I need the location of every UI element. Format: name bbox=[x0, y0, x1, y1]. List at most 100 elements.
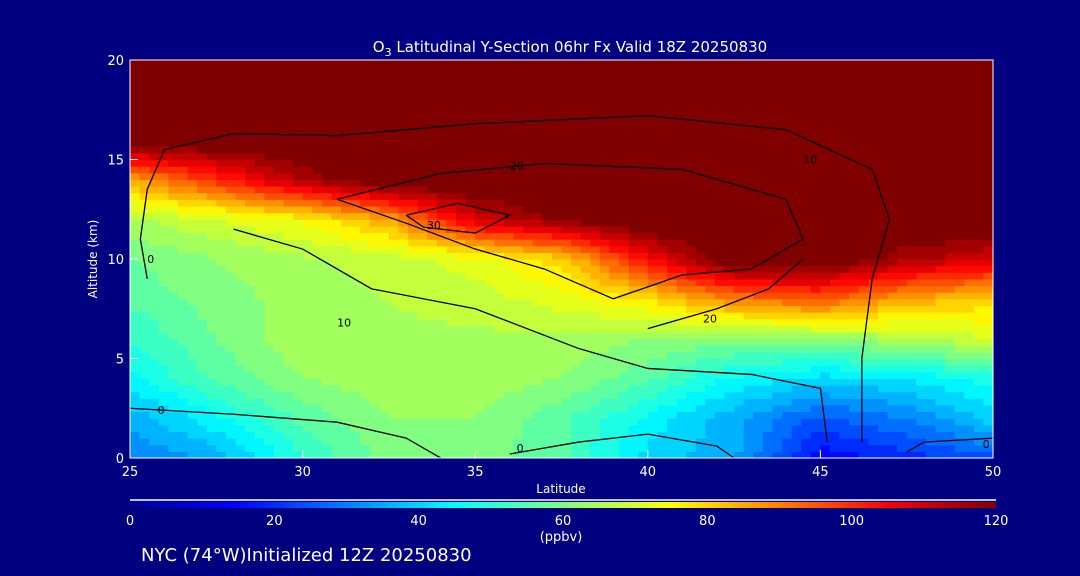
heatmap-cell bbox=[829, 172, 841, 180]
heatmap-cell bbox=[676, 225, 687, 234]
heatmap-cell bbox=[925, 179, 937, 187]
heatmap-cell bbox=[609, 312, 620, 320]
heatmap-cell bbox=[293, 398, 304, 406]
heatmap-cell bbox=[398, 418, 409, 426]
heatmap-cell bbox=[925, 418, 937, 426]
heatmap-cell bbox=[762, 199, 774, 207]
heatmap-cell bbox=[254, 159, 265, 167]
heatmap-cell bbox=[130, 312, 141, 320]
heatmap-cell bbox=[216, 126, 227, 134]
heatmap-cell bbox=[647, 166, 658, 174]
heatmap-cell bbox=[532, 371, 543, 379]
heatmap-cell bbox=[360, 391, 371, 399]
heatmap-cell bbox=[877, 358, 889, 366]
heatmap-cell bbox=[839, 298, 850, 307]
heatmap-cell bbox=[417, 119, 428, 127]
heatmap-cell bbox=[897, 265, 908, 273]
heatmap-cell bbox=[906, 225, 917, 234]
heatmap-cell bbox=[494, 113, 505, 121]
heatmap-cell bbox=[503, 444, 515, 452]
heatmap-cell bbox=[676, 179, 687, 187]
heatmap-cell bbox=[149, 132, 160, 141]
heatmap-cell bbox=[197, 152, 208, 161]
heatmap-cell bbox=[647, 351, 658, 360]
heatmap-cell bbox=[561, 126, 572, 134]
heatmap-cell bbox=[916, 451, 927, 458]
heatmap-cell bbox=[973, 212, 985, 220]
heatmap-cell bbox=[446, 312, 457, 320]
heatmap-cell bbox=[206, 245, 217, 253]
heatmap-cell bbox=[302, 305, 313, 313]
heatmap-cell bbox=[897, 351, 908, 360]
heatmap-cell bbox=[714, 431, 726, 439]
heatmap-cell bbox=[666, 132, 678, 141]
heatmap-cell bbox=[523, 318, 534, 326]
heatmap-cell bbox=[839, 358, 850, 366]
heatmap-cell bbox=[254, 139, 265, 147]
heatmap-cell bbox=[782, 411, 793, 419]
heatmap-cell bbox=[369, 225, 380, 234]
heatmap-cell bbox=[954, 385, 965, 393]
heatmap-cell bbox=[235, 219, 246, 227]
heatmap-cell bbox=[782, 338, 793, 346]
heatmap-cell bbox=[580, 398, 591, 406]
heatmap-cell bbox=[139, 245, 150, 253]
heatmap-cell bbox=[130, 345, 141, 353]
heatmap-cell bbox=[714, 126, 726, 134]
heatmap-cell bbox=[302, 93, 313, 101]
heatmap-cell bbox=[705, 126, 716, 134]
heatmap-cell bbox=[609, 225, 620, 234]
heatmap-cell bbox=[561, 99, 572, 108]
heatmap-cell bbox=[714, 345, 726, 353]
heatmap-cell bbox=[360, 139, 371, 147]
heatmap-cell bbox=[273, 338, 285, 346]
heatmap-cell bbox=[503, 106, 515, 114]
heatmap-cell bbox=[360, 318, 371, 326]
heatmap-cell bbox=[417, 166, 428, 174]
heatmap-cell bbox=[465, 152, 476, 161]
heatmap-cell bbox=[149, 438, 160, 446]
heatmap-cell bbox=[877, 245, 889, 253]
heatmap-cell bbox=[753, 152, 764, 161]
heatmap-cell bbox=[149, 385, 160, 393]
heatmap-cell bbox=[782, 113, 793, 121]
heatmap-cell bbox=[139, 172, 150, 180]
heatmap-cell bbox=[561, 338, 572, 346]
heatmap-cell bbox=[379, 179, 390, 187]
heatmap-cell bbox=[820, 166, 831, 174]
heatmap-cell bbox=[187, 199, 198, 207]
heatmap-cell bbox=[714, 139, 726, 147]
heatmap-cell bbox=[379, 199, 390, 207]
heatmap-cell bbox=[676, 365, 687, 373]
heatmap-cell bbox=[513, 305, 524, 313]
heatmap-cell bbox=[245, 139, 256, 147]
heatmap-cell bbox=[734, 139, 745, 147]
heatmap-cell bbox=[945, 385, 956, 393]
heatmap-cell bbox=[839, 146, 850, 154]
heatmap-cell bbox=[849, 139, 860, 147]
heatmap-cell bbox=[130, 86, 141, 94]
heatmap-cell bbox=[868, 312, 879, 320]
heatmap-cell bbox=[695, 172, 706, 180]
heatmap-cell bbox=[839, 438, 850, 446]
heatmap-cell bbox=[695, 305, 706, 313]
heatmap-cell bbox=[408, 371, 419, 379]
heatmap-cell bbox=[551, 146, 563, 154]
heatmap-cell bbox=[130, 431, 141, 439]
heatmap-cell bbox=[475, 146, 486, 154]
heatmap-cell bbox=[647, 106, 658, 114]
heatmap-cell bbox=[590, 93, 601, 101]
heatmap-cell bbox=[293, 318, 304, 326]
heatmap-cell bbox=[599, 192, 611, 200]
heatmap-cell bbox=[168, 351, 179, 360]
heatmap-cell bbox=[839, 278, 850, 287]
heatmap-cell bbox=[782, 305, 793, 313]
heatmap-cell bbox=[446, 259, 457, 267]
heatmap-cell bbox=[916, 113, 927, 121]
heatmap-cell bbox=[197, 325, 208, 333]
heatmap-cell bbox=[580, 358, 591, 366]
heatmap-cell bbox=[484, 225, 495, 234]
heatmap-cell bbox=[791, 318, 802, 326]
heatmap-cell bbox=[235, 385, 246, 393]
heatmap-cell bbox=[417, 418, 428, 426]
